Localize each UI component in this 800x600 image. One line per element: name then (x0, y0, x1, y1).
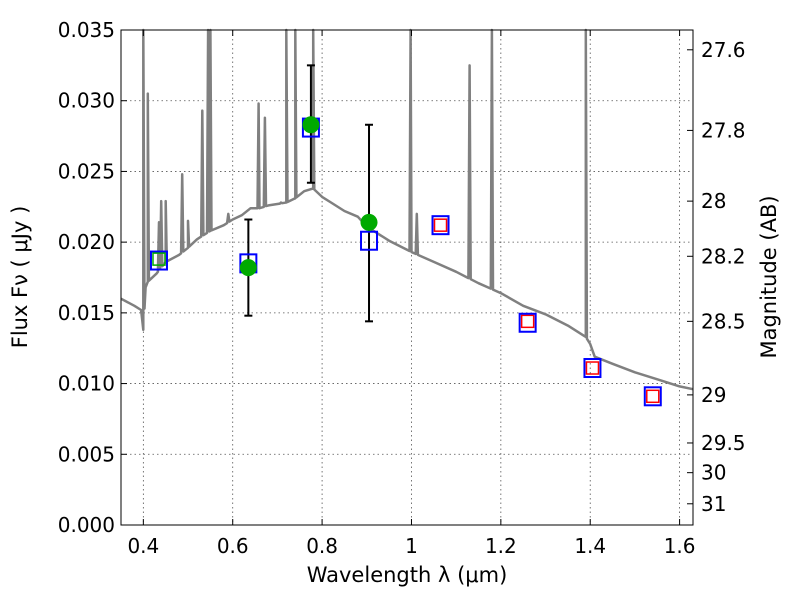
blue-square-marker (643, 386, 662, 407)
blue-square-marker (518, 312, 537, 333)
right-tick-label: 28.2 (701, 244, 746, 268)
x-tick-label: 1.4 (574, 534, 606, 558)
points-layer (149, 116, 662, 407)
red-square-marker (585, 361, 600, 375)
right-tick-label: 28.5 (701, 309, 746, 333)
right-axis-title: Magnitude (AB) (757, 195, 781, 358)
x-tick-label: 1.2 (485, 534, 517, 558)
right-tick-label: 31 (701, 492, 726, 516)
green-square-marker (152, 252, 166, 266)
y-tick-label: 0.000 (58, 513, 115, 537)
right-tick-label: 27.6 (701, 38, 746, 62)
blue-square-marker (431, 215, 450, 236)
x-tick-label: 1.6 (664, 534, 696, 558)
y-axis-title: Flux Fν ( μJy ) (8, 206, 32, 349)
blue-square-marker (583, 358, 602, 379)
y-tick-label: 0.020 (58, 230, 115, 254)
red-square-marker (433, 218, 448, 232)
right-tick-label: 27.8 (701, 118, 746, 142)
y-tick-label: 0.010 (58, 372, 115, 396)
green-circle-marker (360, 213, 378, 231)
y-tick-label: 0.035 (58, 18, 115, 42)
green-circle-marker (302, 116, 320, 134)
labels-layer: 0.4 0.6 0.8 1 1.2 1.4 1.6 0.000 0.005 0.010 0.015 0… (58, 18, 746, 558)
x-axis-title: Wavelength λ (μm) (307, 563, 508, 587)
red-square-marker (646, 389, 660, 404)
y-tick-label: 0.005 (58, 442, 115, 466)
right-tick-label: 29 (701, 383, 726, 407)
red-square-marker (520, 314, 535, 329)
right-tick-label: 30 (701, 461, 726, 485)
right-tick-label: 28 (701, 189, 726, 213)
x-tick-label: 0.4 (127, 534, 159, 558)
blue-square-marker (149, 250, 168, 271)
y-tick-label: 0.025 (58, 159, 115, 183)
green-circle-marker (239, 259, 257, 277)
x-tick-label: 1 (405, 534, 418, 558)
blue-square-marker (360, 230, 379, 251)
x-tick-label: 0.6 (217, 534, 249, 558)
right-tick-label: 29.5 (701, 431, 746, 455)
ticks-layer (121, 29, 693, 526)
y-tick-label: 0.030 (58, 89, 115, 113)
x-tick-label: 0.8 (306, 534, 338, 558)
y-tick-label: 0.015 (58, 301, 115, 325)
plot-frame (120, 29, 694, 526)
